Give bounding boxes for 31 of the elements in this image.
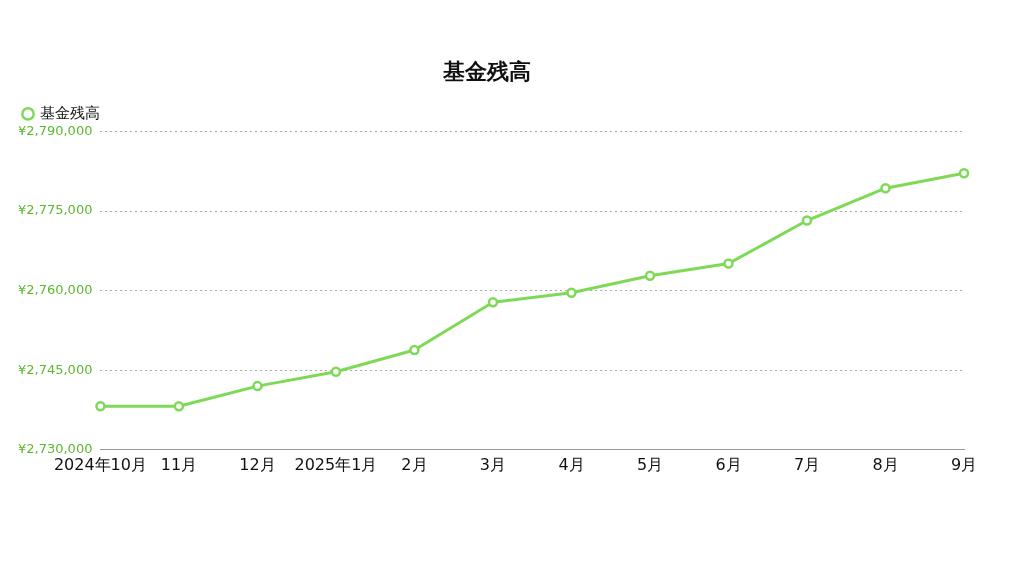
legend-label: 基金残高 <box>39 103 100 122</box>
point <box>95 401 106 412</box>
x-tick-label: 2月 <box>401 454 428 474</box>
point <box>409 344 420 356</box>
point <box>644 270 656 281</box>
x-tick-label: 6月 <box>715 454 742 474</box>
chart-title: 基金残高 <box>442 58 531 84</box>
point <box>958 168 970 179</box>
y-tick-label: ¥2,760,000 <box>18 281 93 297</box>
point <box>801 215 813 226</box>
x-tick-label: 11月 <box>160 454 198 474</box>
point <box>487 297 499 308</box>
x-tick-label: 4月 <box>558 454 585 474</box>
x-tick-label: 2025年1月 <box>294 454 378 474</box>
point <box>566 287 577 298</box>
x-tick-label: 5月 <box>636 454 664 474</box>
point <box>880 182 891 194</box>
x-tick-label: 12月 <box>239 454 276 474</box>
point <box>173 401 185 412</box>
point <box>330 366 342 378</box>
x-tick-label: 7月 <box>793 454 821 474</box>
y-tick-label: ¥2,775,000 <box>18 202 93 218</box>
x-tick-label: 8月 <box>872 454 899 474</box>
x-tick-label: 2024年10月 <box>53 454 147 474</box>
point <box>252 380 263 392</box>
x-tick-label: 9月 <box>950 454 978 474</box>
y-tick-label: ¥2,790,000 <box>18 122 93 138</box>
y-tick-label: ¥2,730,000 <box>18 441 93 457</box>
y-tick-label: ¥2,745,000 <box>18 361 93 377</box>
point <box>723 258 734 269</box>
x-tick-label: 3月 <box>479 454 507 474</box>
